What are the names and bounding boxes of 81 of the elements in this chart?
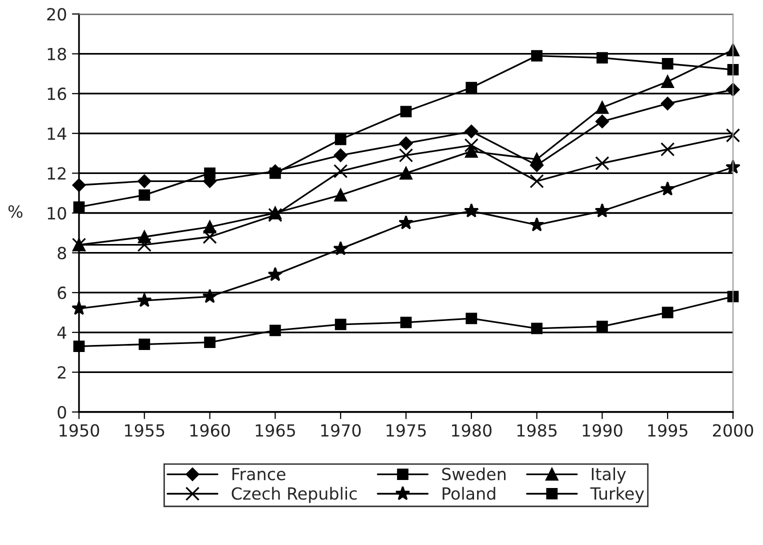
x-tick-label: 1995 bbox=[648, 424, 688, 437]
point bbox=[661, 75, 674, 88]
point bbox=[334, 134, 346, 146]
point bbox=[660, 96, 674, 110]
point bbox=[400, 106, 412, 118]
point bbox=[531, 50, 542, 62]
point bbox=[594, 203, 610, 218]
point bbox=[270, 324, 281, 336]
point bbox=[596, 320, 608, 332]
point bbox=[662, 306, 674, 318]
point bbox=[660, 181, 676, 196]
point bbox=[466, 312, 478, 324]
point bbox=[334, 164, 348, 178]
point bbox=[138, 338, 150, 350]
point bbox=[202, 288, 218, 304]
point bbox=[204, 336, 216, 348]
point bbox=[400, 316, 412, 328]
point bbox=[399, 136, 413, 150]
point bbox=[464, 203, 479, 218]
x-tick-label: 1975 bbox=[386, 424, 426, 437]
point bbox=[530, 152, 544, 166]
point bbox=[465, 144, 478, 158]
point bbox=[137, 238, 152, 252]
legend-label: France bbox=[232, 468, 286, 480]
x-tick-label: 1985 bbox=[517, 424, 557, 437]
point bbox=[596, 101, 609, 114]
y-axis-title: % bbox=[8, 205, 22, 218]
point bbox=[531, 322, 542, 334]
x-tick-label: 1950 bbox=[60, 424, 100, 437]
x-tick-label: 1970 bbox=[321, 424, 361, 437]
x-tick-label: 1955 bbox=[125, 424, 164, 437]
legend-label: Czech Republic bbox=[232, 486, 357, 504]
y-tick-label: 18 bbox=[48, 48, 66, 60]
point bbox=[333, 241, 348, 256]
point bbox=[398, 215, 414, 230]
y-tick-label: 14 bbox=[48, 128, 66, 140]
point bbox=[464, 124, 478, 138]
x-tick-label: 1960 bbox=[190, 424, 230, 437]
point bbox=[138, 189, 150, 201]
point bbox=[334, 318, 346, 330]
point bbox=[466, 82, 478, 94]
legend-label: Sweden bbox=[442, 467, 506, 480]
point bbox=[400, 166, 412, 180]
legend-label: Poland bbox=[442, 486, 496, 500]
point bbox=[138, 174, 152, 188]
x-tick-label: 1990 bbox=[582, 424, 622, 437]
legend-label: Italy bbox=[592, 467, 626, 484]
point bbox=[662, 58, 674, 70]
point bbox=[726, 128, 740, 142]
y-tick-label: 2 bbox=[58, 366, 66, 379]
legend-label: Turkey bbox=[590, 486, 644, 504]
y-tick-label: 10 bbox=[48, 206, 66, 220]
y-tick-label: 8 bbox=[58, 246, 66, 260]
point bbox=[334, 188, 347, 202]
point bbox=[268, 266, 283, 282]
point bbox=[398, 148, 414, 162]
point bbox=[334, 148, 348, 162]
point bbox=[136, 292, 152, 308]
x-tick-label: 1980 bbox=[452, 424, 492, 437]
point bbox=[660, 142, 675, 156]
point bbox=[270, 168, 281, 179]
x-tick-label: 1965 bbox=[256, 424, 295, 437]
point bbox=[204, 168, 216, 179]
point bbox=[530, 174, 544, 188]
point bbox=[727, 64, 739, 76]
point bbox=[203, 220, 216, 234]
y-tick-label: 4 bbox=[57, 326, 66, 339]
y-tick-label: 12 bbox=[48, 167, 66, 180]
point bbox=[727, 290, 739, 302]
point bbox=[595, 156, 610, 170]
point bbox=[268, 208, 282, 222]
y-tick-label: 16 bbox=[48, 88, 66, 100]
point bbox=[202, 230, 217, 244]
x-tick-label: 2000 bbox=[713, 424, 754, 437]
point bbox=[464, 138, 478, 152]
point bbox=[529, 217, 544, 232]
y-tick-label: 6 bbox=[58, 286, 66, 300]
y-tick-label: 20 bbox=[47, 8, 66, 21]
point bbox=[596, 52, 608, 64]
y-tick-label: 0 bbox=[58, 406, 66, 419]
point bbox=[595, 114, 609, 128]
